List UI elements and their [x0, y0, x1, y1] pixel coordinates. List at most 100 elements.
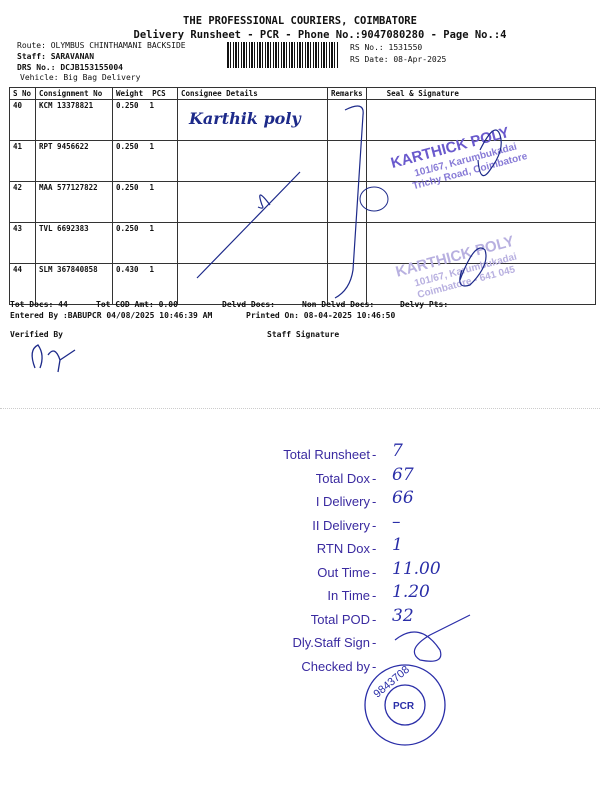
summary-label: Checked by	[301, 658, 370, 674]
remarks	[327, 263, 367, 305]
consignment-no: MAA 577127822	[35, 181, 113, 223]
summary-label: Total Runsheet	[283, 447, 370, 462]
col-remarks: Remarks	[327, 87, 367, 100]
verified-signature	[31, 344, 76, 373]
seal-signature-1	[477, 129, 502, 177]
table-row: 41 RPT 9456622 0.250 1	[9, 140, 597, 182]
remarks	[327, 222, 367, 264]
sno: 42	[9, 181, 36, 223]
verified-by-label: Verified By	[10, 330, 63, 339]
summary-dash: -	[372, 611, 377, 627]
table-header: S No Consignment No Weight PCS Consignee…	[9, 87, 597, 100]
seal	[365, 263, 597, 305]
col-consignee: Consignee Details	[177, 87, 328, 100]
summary-dash: -	[372, 517, 377, 533]
seal-stamp-1: KARTHICK POLY 101/67, Karumbukadai Trich…	[389, 124, 529, 192]
weight: 0.250	[112, 140, 147, 182]
rs-number: RS No.: 1531550	[350, 43, 423, 52]
pcs: 1	[146, 263, 178, 305]
drs-number: DRS No.: DCJB153155004	[17, 63, 123, 72]
consignment-no: RPT 9456622	[35, 140, 113, 182]
runsheet-table: S No Consignment No Weight PCS Consignee…	[9, 87, 597, 305]
consignee: Karthik poly	[177, 99, 328, 141]
remarks-circle	[359, 186, 389, 212]
summary-label: Total POD	[310, 611, 370, 627]
pcs: 1	[146, 140, 178, 182]
summary-value: 1	[392, 535, 403, 555]
summary-value: –	[392, 511, 401, 532]
weight: 0.430	[112, 263, 147, 305]
weight: 0.250	[112, 181, 147, 223]
dly-staff-signature	[394, 614, 471, 662]
company-title: THE PROFESSIONAL COURIERS, COIMBATORE	[183, 15, 417, 27]
summary-label: Out Time	[317, 564, 370, 580]
seal-stamp-2: KARTHICK POLY 101/67, Karumbukadai Coimb…	[394, 233, 518, 301]
summary-label: Total Dox	[315, 470, 370, 486]
seal	[365, 181, 597, 223]
consignee	[177, 222, 328, 264]
pcr-circular-stamp	[364, 664, 446, 746]
printed-on: Printed On: 08-04-2025 10:46:50	[246, 311, 396, 320]
delivery-points: Delvy Pts:	[400, 300, 449, 309]
remarks-bracket	[334, 105, 364, 299]
table-row: 44 SLM 367840858 0.430 1	[9, 263, 597, 305]
summary-value: 66	[392, 488, 414, 508]
summary-dash: -	[372, 588, 377, 603]
summary-label: II Delivery	[312, 517, 370, 533]
summary-dash: -	[372, 470, 377, 486]
consignee	[177, 263, 328, 305]
summary-dash: -	[372, 541, 377, 556]
sno: 43	[9, 222, 36, 264]
summary-label: In Time	[327, 588, 370, 603]
rs-date: RS Date: 08-Apr-2025	[350, 55, 447, 64]
runsheet-subtitle: Delivery Runsheet - PCR - Phone No.:9047…	[133, 29, 507, 41]
pcr-stamp-text: PCR	[393, 701, 415, 712]
summary-value: 67	[392, 464, 414, 485]
consignee	[177, 181, 328, 223]
col-consignment: Consignment No	[35, 87, 113, 100]
total-docs: Tot Docs: 44	[10, 300, 68, 309]
entered-by: Entered By :BABUPCR 04/08/2025 10:46:39 …	[10, 311, 213, 320]
seal	[365, 99, 597, 141]
summary-label: Dly.Staff Sign	[292, 635, 370, 650]
seal-signature-2	[459, 247, 487, 287]
consignee	[177, 140, 328, 182]
seal	[365, 222, 597, 264]
barcode	[227, 42, 339, 68]
staff-signature-label: Staff Signature	[267, 330, 340, 339]
route: Route: OLYMBUS CHINTHAMANI BACKSIDE	[17, 41, 186, 50]
col-weight: Weight	[116, 89, 144, 98]
summary-value: 32	[392, 605, 414, 626]
consignment-no: SLM 367840858	[35, 263, 113, 305]
vehicle: Vehicle: Big Bag Delivery	[20, 73, 141, 82]
summary-dash: -	[372, 494, 377, 509]
summary-value: 11.00	[392, 558, 441, 579]
summary-dash: -	[372, 658, 377, 674]
summary-dash: -	[372, 564, 377, 580]
staff: Staff: SARAVANAN	[17, 52, 95, 61]
consignee-handwriting: Karthik poly	[189, 109, 301, 128]
summary-dash: -	[372, 635, 377, 650]
table-row: 43 TVL 6692383 0.250 1	[9, 222, 597, 264]
pcs: 1	[146, 99, 178, 141]
summary-label: RTN Dox	[316, 541, 370, 556]
total-cod: Tot COD Amt: 0.00	[96, 300, 178, 309]
col-seal: Seal & Signature	[365, 87, 597, 100]
summary-dash: -	[372, 447, 377, 462]
delivered-docs: Delvd Docs:	[222, 300, 275, 309]
page-divider	[0, 408, 600, 409]
summary-value: 7	[392, 441, 403, 461]
summary-value: 1.20	[392, 582, 430, 602]
table-row: 42 MAA 577127822 0.250 1	[9, 181, 597, 223]
weight: 0.250	[112, 222, 147, 264]
signature-stroke	[196, 171, 301, 279]
table-row: 40 KCM 13378821 0.250 1 Karthik poly	[9, 99, 597, 141]
col-pcs: PCS	[152, 89, 166, 98]
col-weight-pcs: Weight PCS	[112, 87, 178, 100]
weight: 0.250	[112, 99, 147, 141]
non-delivered-docs: Non Delvd Docs:	[302, 300, 375, 309]
consignment-no: KCM 13378821	[35, 99, 113, 141]
summary-label: I Delivery	[315, 494, 370, 509]
consignment-no: TVL 6692383	[35, 222, 113, 264]
